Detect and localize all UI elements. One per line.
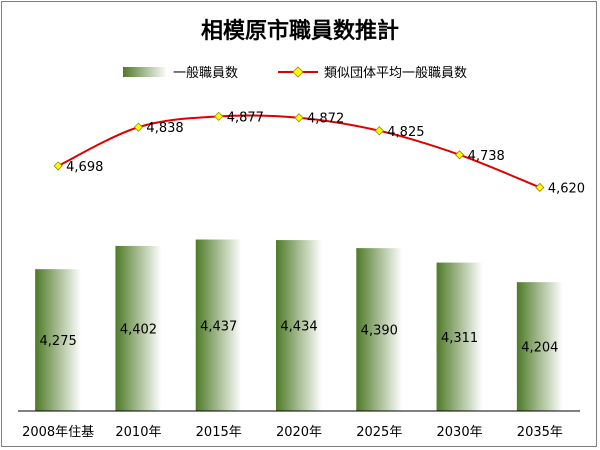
bar-value-label: 4,437 <box>200 319 237 334</box>
x-tick-label: 2025年 <box>356 425 402 440</box>
bar-value-label: 4,402 <box>120 322 157 337</box>
line-layer: 4,698 4,838 4,877 4,872 4,825 4,738 4,620 <box>53 110 585 196</box>
legend-bar-swatch <box>123 67 167 77</box>
x-tick-label: 2015年 <box>196 425 242 440</box>
bar-value-label: 4,434 <box>280 320 317 335</box>
line-value-label: 4,698 <box>66 160 103 175</box>
x-tick-label: 2020年 <box>276 425 322 440</box>
legend-bar-label: 一般職員数 <box>173 65 238 81</box>
x-tick-labels: 2008年住基 2010年 2015年 2020年 2025年 2030年 2035年 <box>22 425 563 440</box>
bar-value-label: 4,390 <box>361 324 398 339</box>
bar-4 <box>356 248 403 411</box>
chart-title: 相模原市職員数推計 <box>201 18 399 44</box>
line-value-label: 4,872 <box>307 112 344 127</box>
line-point-4 <box>374 126 384 136</box>
line-point-0 <box>53 161 63 171</box>
bar-2 <box>195 239 242 411</box>
bar-3 <box>276 240 322 411</box>
x-tick-label: 2035年 <box>517 425 563 440</box>
line-value-label: 4,877 <box>227 110 264 125</box>
legend-line-label: 類似団体平均一般職員数 <box>324 65 467 81</box>
line-point-5 <box>455 150 465 160</box>
x-tick-label: 2030年 <box>437 425 483 440</box>
bars-layer: 4,275 4,402 4,437 4,434 4,390 4,311 4,204 <box>35 239 563 411</box>
bar-6 <box>516 282 563 411</box>
bar-0 <box>35 269 82 411</box>
line-point-6 <box>535 182 545 193</box>
line-point-2 <box>214 111 224 121</box>
line-point-3 <box>294 113 304 123</box>
line-value-label: 4,825 <box>387 125 424 140</box>
x-tick-label: 2008年住基 <box>22 425 94 440</box>
bar-1 <box>115 245 162 411</box>
line-value-label: 4,620 <box>548 181 585 196</box>
line-value-label: 4,738 <box>468 149 505 164</box>
bar-value-label: 4,311 <box>441 331 478 346</box>
line-value-label: 4,838 <box>146 121 183 136</box>
line-point-1 <box>133 122 143 132</box>
bar-5 <box>436 262 483 411</box>
bar-value-label: 4,204 <box>521 341 558 356</box>
legend-line-marker <box>292 66 304 78</box>
bar-value-label: 4,275 <box>40 334 77 349</box>
legend: 一般職員数 類似団体平均一般職員数 <box>123 65 467 81</box>
x-tick-label: 2010年 <box>115 425 161 440</box>
